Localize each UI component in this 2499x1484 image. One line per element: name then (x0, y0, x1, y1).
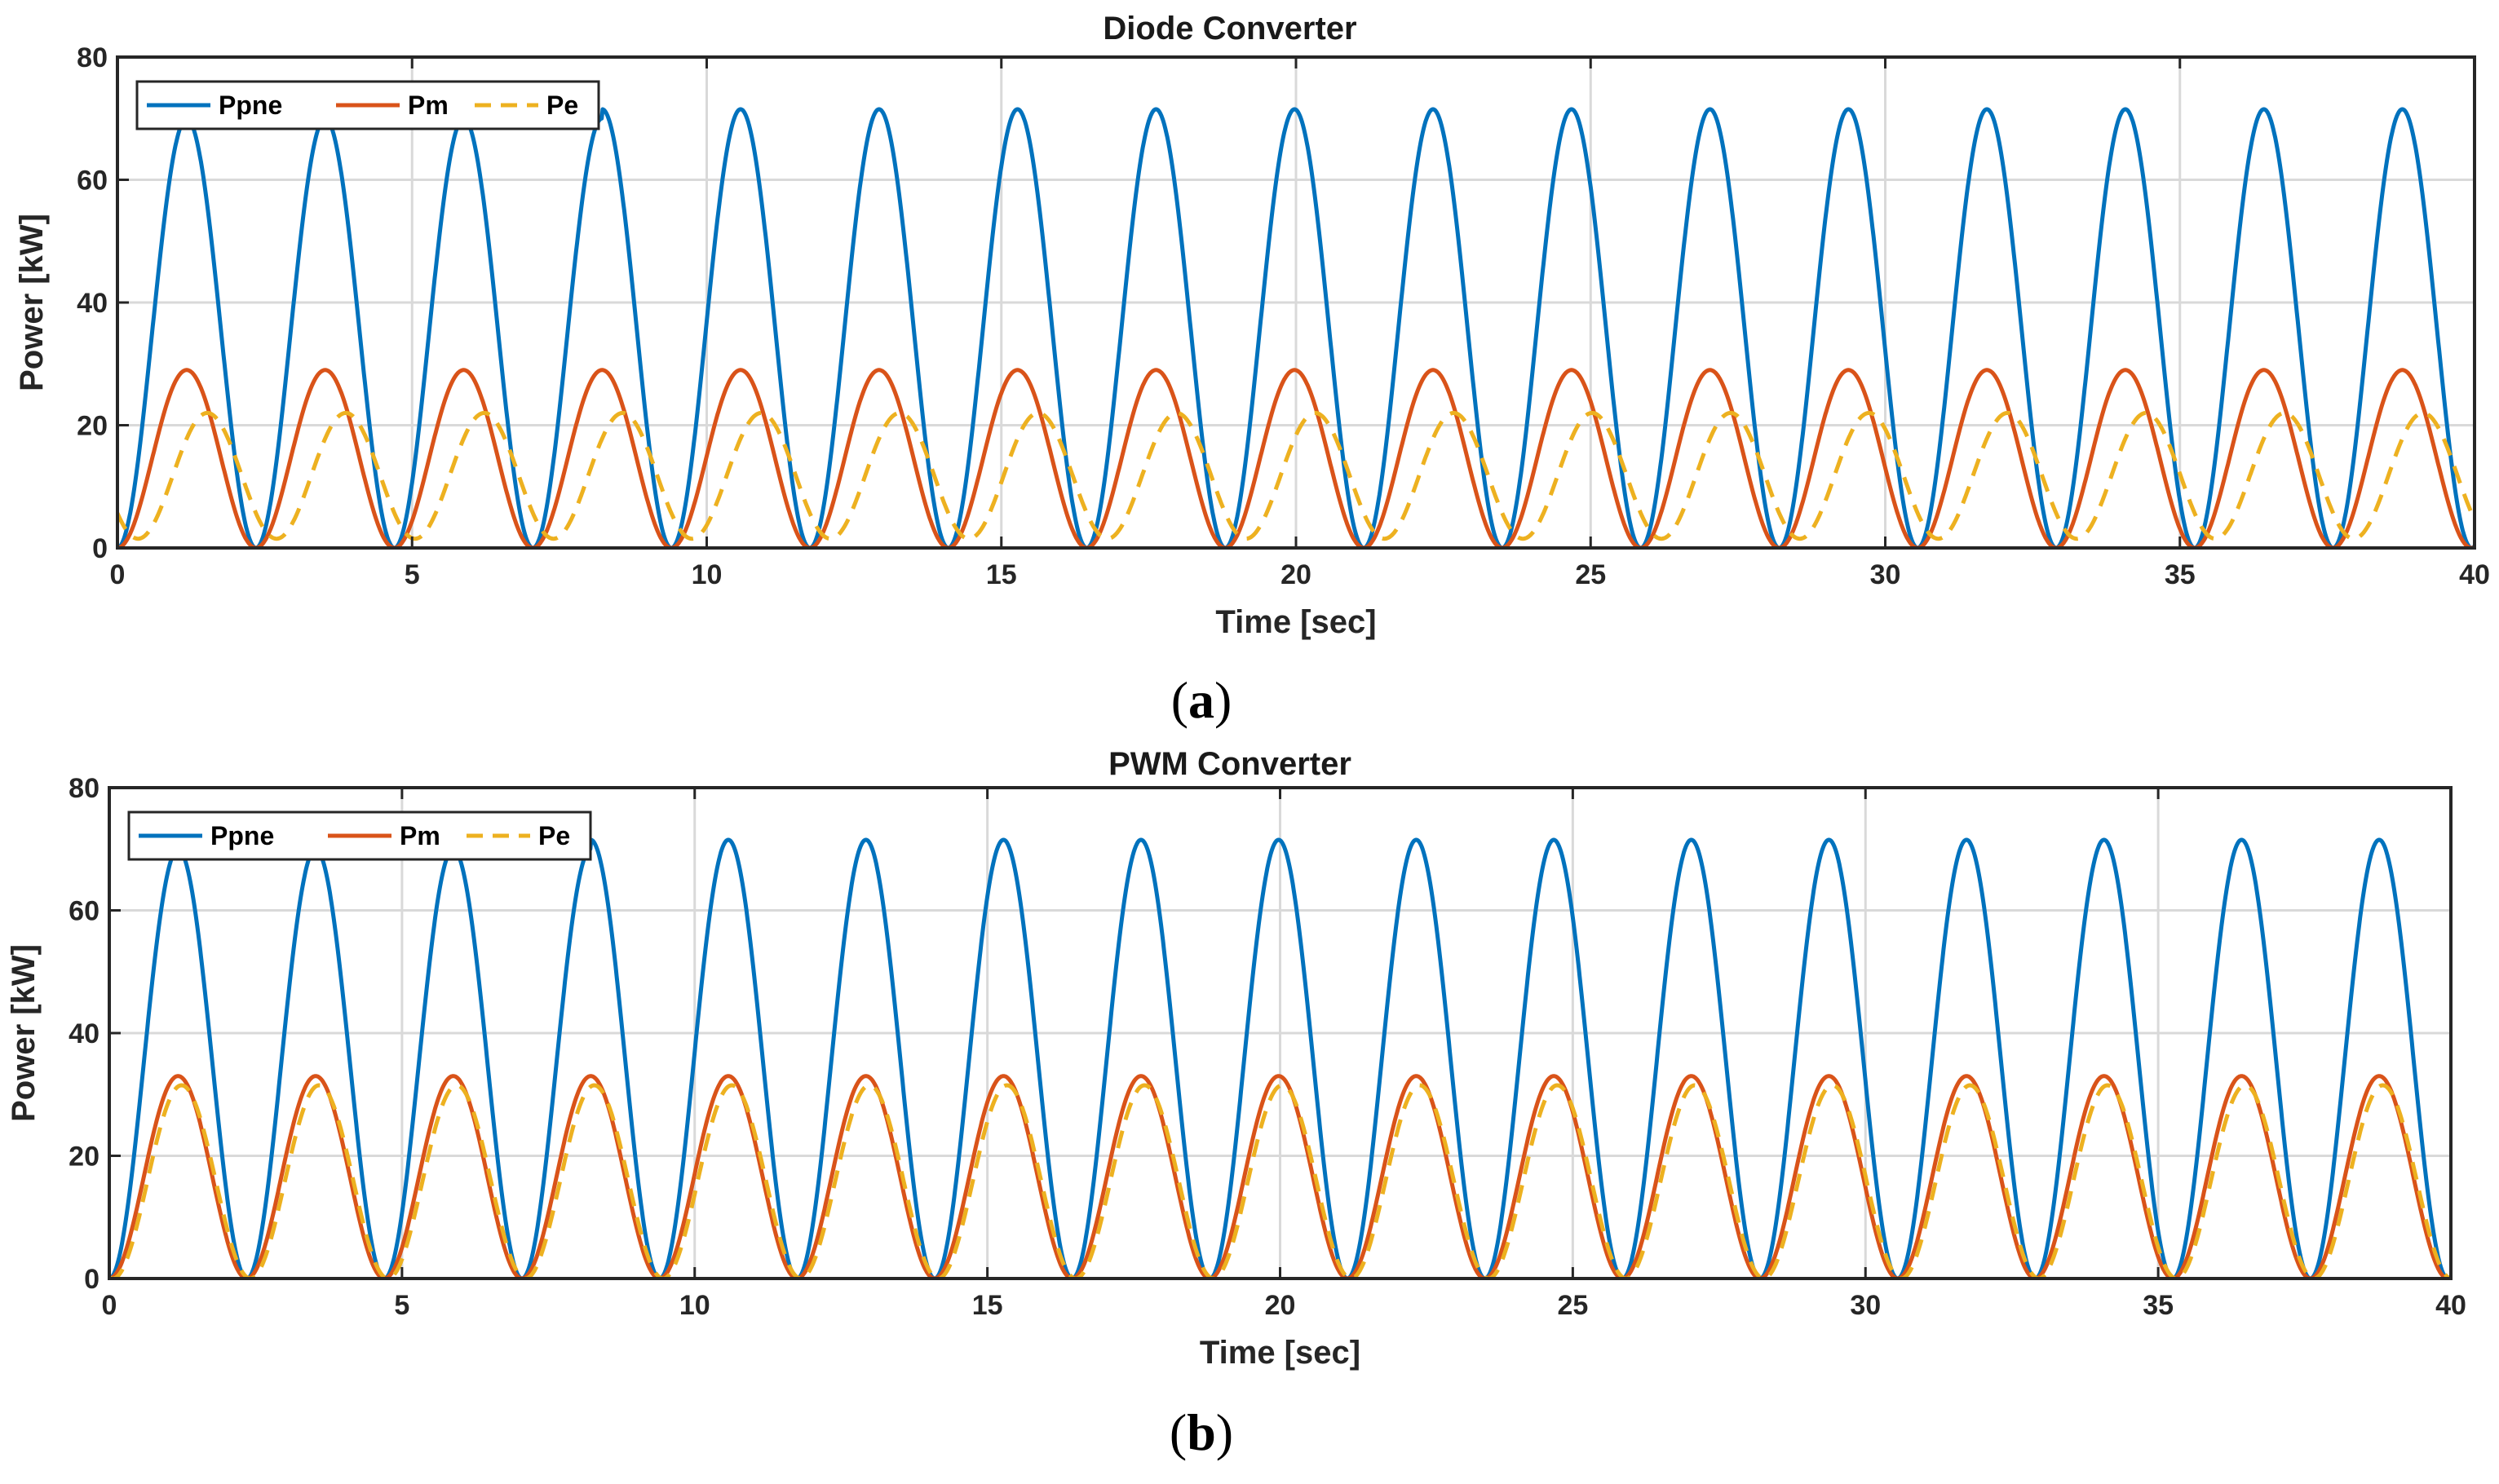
x-tick-label: 0 (110, 559, 126, 590)
legend: Ppne Pm Pe (135, 80, 600, 130)
legend: Ppne Pm Pe (127, 810, 592, 861)
legend-label-ppne: Ppne (210, 821, 274, 850)
x-tick-label: 15 (986, 559, 1017, 590)
y-axis-ticks: 0 20 40 60 80 (69, 773, 121, 1295)
series-line-ppne (109, 837, 2451, 1279)
x-axis-ticks: 0 5 10 15 20 25 30 35 40 (110, 57, 2490, 590)
x-tick-label: 20 (1265, 1290, 1296, 1321)
y-tick-label: 20 (77, 411, 108, 442)
legend-label-pe: Pe (538, 821, 570, 850)
x-axis-label: Time [sec] (1200, 1335, 1360, 1371)
caption-a: (a) (1171, 671, 1232, 729)
y-tick-label: 60 (77, 166, 108, 197)
caption-close: ) (1214, 671, 1232, 729)
x-tick-label: 5 (394, 1290, 409, 1321)
series-layer (117, 107, 2475, 548)
x-axis-label: Time [sec] (1215, 604, 1376, 640)
x-tick-label: 35 (2165, 559, 2196, 590)
legend-label-pm: Pm (408, 91, 449, 120)
series-line-pm (117, 368, 2475, 548)
x-tick-label: 25 (1557, 1290, 1588, 1321)
chart-pwm-converter: PWM Converter 0 20 40 60 80 0 5 10 15 20 25 30 35 40… (6, 746, 2466, 1461)
y-tick-label: 0 (84, 1264, 100, 1295)
x-tick-label: 25 (1575, 559, 1606, 590)
x-tick-label: 40 (2435, 1290, 2466, 1321)
x-tick-label: 35 (2143, 1290, 2174, 1321)
y-axis-label: Power [kW] (14, 214, 50, 391)
chart-title: PWM Converter (1108, 746, 1351, 782)
x-tick-label: 10 (692, 559, 723, 590)
caption-letter: a (1188, 671, 1214, 729)
legend-label-pe: Pe (546, 91, 578, 120)
caption-open: ( (1170, 1403, 1187, 1461)
y-tick-label: 40 (77, 288, 108, 319)
x-tick-label: 15 (972, 1290, 1003, 1321)
caption-b: (b) (1170, 1403, 1233, 1461)
y-tick-label: 80 (77, 42, 108, 73)
y-tick-label: 80 (69, 773, 100, 804)
caption-close: ) (1216, 1403, 1233, 1461)
chart-title: Diode Converter (1103, 11, 1356, 46)
series-line-pe (117, 411, 2475, 541)
y-tick-label: 0 (92, 533, 108, 564)
legend-label-pm: Pm (400, 821, 440, 850)
y-tick-label: 20 (69, 1142, 100, 1173)
x-axis-ticks: 0 5 10 15 20 25 30 35 40 (102, 788, 2466, 1321)
x-tick-label: 30 (1870, 559, 1901, 590)
x-tick-label: 30 (1850, 1290, 1881, 1321)
y-axis-ticks: 0 20 40 60 80 (77, 42, 129, 564)
series-line-pm (109, 1074, 2451, 1279)
y-tick-label: 40 (69, 1018, 100, 1049)
series-line-pe (109, 1083, 2451, 1279)
x-tick-label: 10 (679, 1290, 710, 1321)
caption-letter: b (1187, 1403, 1216, 1461)
legend-label-ppne: Ppne (219, 91, 282, 120)
caption-open: ( (1171, 671, 1188, 729)
x-tick-label: 5 (405, 559, 420, 590)
x-tick-label: 40 (2459, 559, 2490, 590)
y-tick-label: 60 (69, 896, 100, 927)
x-tick-label: 20 (1280, 559, 1311, 590)
chart-diode-converter: Diode Converter 0 20 40 60 80 0 5 10 15 20 25 30 35… (14, 11, 2490, 729)
series-layer (109, 837, 2451, 1279)
x-tick-label: 0 (102, 1290, 117, 1321)
series-line-ppne (117, 107, 2475, 548)
y-axis-label: Power [kW] (6, 944, 42, 1122)
